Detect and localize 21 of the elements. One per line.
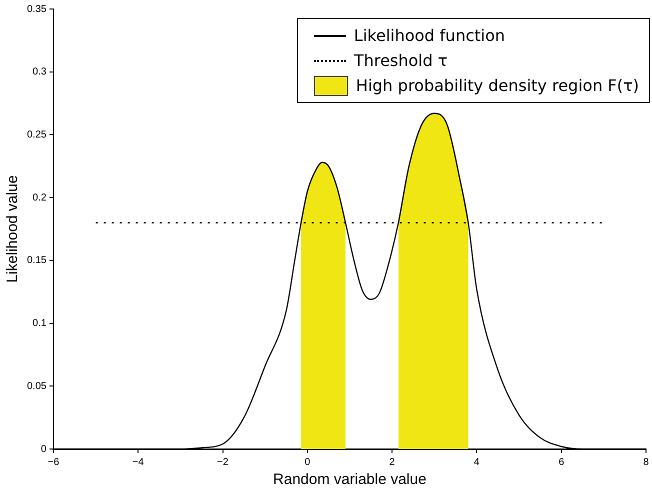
x-tick-label: 4 (474, 456, 480, 468)
y-tick-label: 0.1 (32, 318, 47, 330)
x-tick-label: 6 (558, 456, 565, 468)
y-tick-label: 0.35 (26, 4, 47, 15)
y-tick-label: 0.15 (26, 255, 47, 266)
legend-label: High probability density region F(τ) (356, 75, 639, 97)
x-tick-label: 0 (304, 456, 311, 468)
legend-label: Threshold τ (354, 50, 448, 72)
y-tick-label: 0.25 (26, 129, 47, 140)
y-tick-label: 0.3 (32, 66, 47, 78)
y-axis-title: Likelihood value (4, 175, 22, 283)
x-tick-label: −6 (48, 456, 60, 468)
y-tick-label: 0.05 (26, 380, 47, 392)
x-axis-title: Random variable value (273, 471, 426, 488)
x-tick-label: 2 (389, 456, 396, 468)
x-tick-label: 8 (643, 456, 650, 468)
legend-label: Likelihood function (354, 25, 506, 47)
x-tick-label: −2 (217, 456, 229, 468)
y-tick-label: 0.2 (32, 192, 47, 204)
x-tick-label: −4 (132, 456, 144, 468)
y-tick-label: 0 (40, 444, 47, 455)
